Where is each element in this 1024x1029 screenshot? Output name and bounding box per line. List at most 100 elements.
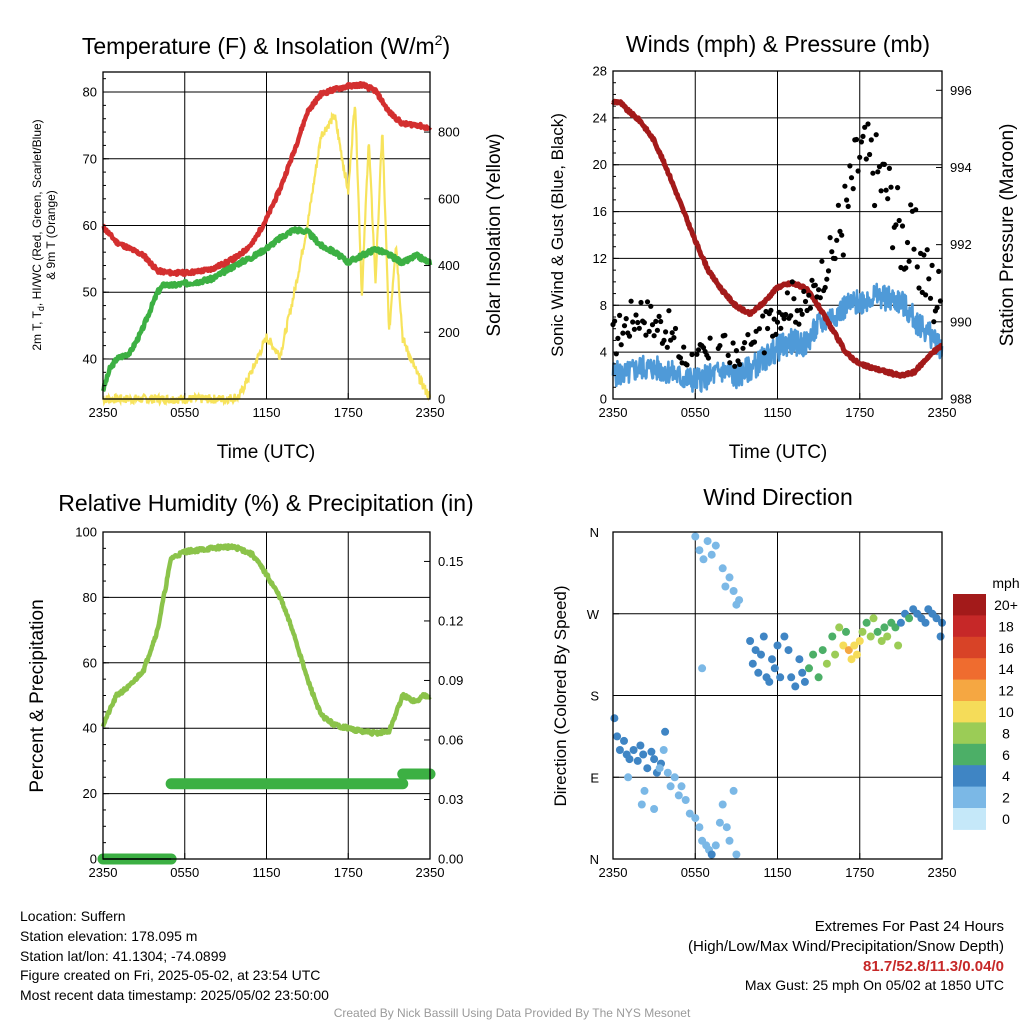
wind-xlabel: Time (UTC)	[729, 442, 828, 463]
wdir-legend-title: mph	[992, 575, 1019, 591]
wind-gust-point	[845, 203, 851, 209]
wind-gust-point	[707, 335, 713, 341]
wind-gust-point	[840, 252, 846, 258]
wind-gust-point	[844, 197, 850, 203]
wind-gust-point	[656, 313, 662, 319]
wdir-point	[666, 782, 675, 791]
wind-gust-point	[621, 323, 628, 329]
wdir-point	[795, 655, 804, 664]
wind-gust-point	[695, 347, 702, 353]
wind-ytick-label: 12	[593, 251, 607, 266]
wind-gust-point	[931, 319, 937, 325]
wind-gust-point	[648, 303, 654, 309]
wind-gust-point	[760, 313, 766, 319]
wind-gust-point	[839, 232, 845, 238]
wdir-ytick-label: S	[590, 689, 599, 704]
extremes-title: Extremes For Past 24 Hours	[814, 918, 1004, 935]
wdir-point	[613, 732, 622, 741]
wind-gust-point	[732, 363, 738, 369]
wdir-xtick-label: 1150	[764, 865, 792, 880]
temp-xtick-label: 2350	[89, 405, 118, 420]
wdir-point	[858, 627, 867, 636]
wind-gust-point	[677, 355, 684, 361]
wdir-point	[663, 768, 672, 777]
wdir-point	[800, 677, 809, 686]
wind-gust-point	[807, 305, 814, 311]
wdir-point	[746, 637, 755, 645]
wind-gust-point	[781, 316, 787, 322]
wind-gust-point	[651, 333, 657, 339]
temp-yrtick-label: 600	[438, 191, 460, 206]
wind-gust-point	[666, 308, 672, 314]
wind-gust-point	[740, 345, 746, 351]
wind-pressure-line	[610, 98, 944, 379]
wind-gust-point	[890, 245, 896, 251]
wdir-legend-swatch	[953, 658, 986, 681]
wdir-point	[883, 632, 892, 641]
wdir-point	[773, 641, 782, 650]
wdir-point	[639, 750, 648, 759]
wind-gust-point	[628, 298, 634, 304]
wdir-point	[896, 618, 905, 627]
wdir-legend-label: 6	[1002, 747, 1010, 763]
wind-gust-point	[870, 170, 876, 176]
wind-gust-point	[802, 298, 809, 305]
wind-gust-point	[934, 305, 940, 311]
wind-gust-point	[850, 186, 856, 192]
wind-gust-point	[663, 329, 669, 335]
temp-ytick-label: 70	[83, 151, 97, 166]
wdir-point	[784, 646, 793, 655]
wind-gust-point	[812, 282, 818, 288]
wdir-point	[936, 632, 945, 641]
wdir-ytick-label: E	[590, 770, 599, 785]
wdir-point	[866, 632, 875, 641]
wdir-point	[791, 682, 800, 691]
wdir-legend-label: 2	[1002, 790, 1010, 806]
temp-2m-line	[101, 80, 432, 278]
wdir-point	[707, 550, 716, 559]
wind-gust-point	[630, 319, 636, 325]
wdir-point	[681, 796, 690, 804]
rh-yrtick-label: 0.15	[438, 554, 463, 569]
wind-gust-point	[765, 325, 771, 332]
wind-gust-point	[834, 237, 840, 243]
wind-gust-point	[862, 124, 868, 130]
wdir-point	[674, 791, 683, 800]
temp-yrtick-label: 800	[438, 125, 460, 140]
wind-gust-point	[661, 337, 667, 343]
wdir-point	[877, 637, 886, 645]
wind-ytick-label: 24	[593, 110, 607, 125]
wdir-point	[869, 614, 878, 623]
wdir-ytick-label: W	[587, 607, 600, 622]
temp-ylabel-right: Solar Insolation (Yellow)	[484, 133, 505, 336]
rh-ytick-label: 100	[75, 525, 97, 540]
wind-gust-point	[926, 276, 932, 282]
wdir-point	[748, 659, 757, 668]
wdir-legend-label: 14	[998, 661, 1014, 677]
temp-xtick-label: 0550	[170, 405, 199, 420]
figure-created: Figure created on Fri, 2025-05-02, at 23…	[20, 967, 321, 984]
wind-xtick-label: 2350	[599, 405, 628, 420]
wind-gust-point	[788, 313, 794, 319]
wind-gust-point	[903, 265, 909, 271]
wdir-point	[691, 814, 700, 823]
wdir-point	[921, 618, 930, 627]
wdir-point	[661, 727, 670, 736]
wdir-point	[685, 809, 694, 818]
wind-gust-point	[700, 345, 707, 351]
wind-gust-point	[886, 165, 893, 171]
wdir-point	[891, 623, 900, 632]
wdir-point	[754, 668, 763, 677]
wdir-point	[828, 632, 837, 641]
wind-gust-point	[899, 223, 906, 229]
wdir-legend-swatch	[953, 808, 986, 830]
wind-gust-point	[896, 217, 902, 224]
wdir-point	[650, 755, 659, 764]
wind-gust-point	[694, 351, 700, 357]
rh-ytick-label: 40	[83, 721, 97, 736]
wdir-point	[847, 655, 856, 664]
wind-gust-point	[860, 133, 866, 139]
wdir-point	[809, 650, 818, 659]
wind-gust-point	[842, 183, 848, 189]
wind-gust-point	[722, 332, 728, 338]
